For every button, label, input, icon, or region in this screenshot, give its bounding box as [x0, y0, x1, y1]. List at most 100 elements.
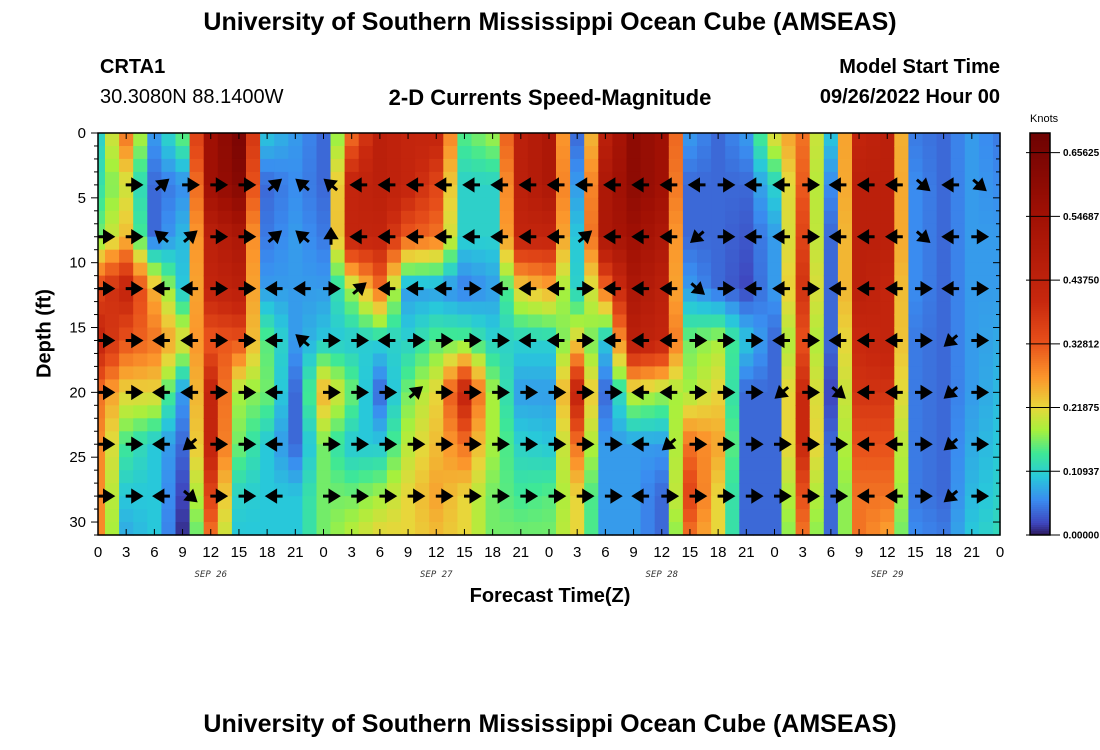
- heatmap-cell: [175, 405, 191, 419]
- heatmap-cell: [401, 340, 416, 355]
- current-arrow-icon: [828, 228, 847, 245]
- heatmap-cell: [837, 262, 853, 277]
- heatmap-cell: [598, 210, 613, 225]
- colorbar-segment: [1030, 443, 1050, 446]
- heatmap-cell: [189, 405, 205, 419]
- heatmap-cell: [584, 210, 599, 225]
- heatmap-cell: [725, 418, 740, 432]
- current-arrow-icon: [323, 488, 341, 504]
- heatmap-cell: [457, 522, 473, 536]
- heatmap-cell: [105, 158, 120, 173]
- heatmap-cell: [203, 184, 219, 199]
- heatmap-cell: [217, 522, 233, 536]
- colorbar-segment: [1030, 397, 1050, 400]
- heatmap-cell: [866, 236, 881, 251]
- colorbar-segment: [1030, 263, 1050, 266]
- current-arrow-icon: [828, 177, 847, 193]
- heatmap-cell: [880, 418, 895, 432]
- colorbar-segment: [1030, 301, 1050, 304]
- heatmap-cell: [443, 249, 458, 264]
- heatmap-cell: [499, 146, 515, 160]
- current-arrow-icon: [295, 334, 310, 349]
- heatmap-cell: [344, 483, 360, 497]
- heatmap-cell: [302, 353, 318, 368]
- current-arrow-icon: [943, 436, 959, 451]
- heatmap-cell: [682, 522, 698, 536]
- heatmap-cell: [443, 509, 458, 523]
- heatmap-cell: [753, 366, 769, 380]
- heatmap-cell: [415, 262, 430, 277]
- heatmap-cell: [894, 431, 909, 445]
- heatmap-cell: [795, 405, 811, 419]
- colorbar-segment: [1030, 227, 1050, 230]
- heatmap-cell: [161, 405, 177, 419]
- heatmap-cell: [711, 509, 726, 523]
- heatmap-cell: [246, 457, 261, 471]
- heatmap-cell: [993, 327, 1001, 342]
- heatmap-cell: [964, 133, 980, 147]
- heatmap-cell: [542, 418, 557, 432]
- heatmap-cell: [556, 470, 571, 484]
- heatmap-cell: [654, 133, 670, 147]
- heatmap-cell: [288, 366, 303, 380]
- heatmap-cell: [443, 288, 458, 303]
- current-arrow-icon: [830, 488, 849, 504]
- heatmap-cell: [993, 184, 1001, 199]
- heatmap-cell: [781, 236, 797, 251]
- heatmap-cell: [781, 262, 797, 277]
- current-arrow-icon: [941, 177, 960, 193]
- heatmap-cell: [640, 184, 656, 199]
- colorbar-segment: [1030, 247, 1050, 250]
- heatmap-cell: [978, 210, 994, 225]
- heatmap-cell: [203, 470, 219, 484]
- heatmap-cell: [542, 496, 557, 510]
- heatmap-cell: [457, 470, 473, 484]
- heatmap-cell: [457, 146, 473, 160]
- heatmap-cell: [401, 522, 416, 536]
- heatmap-cell: [260, 210, 275, 225]
- x-tick-label: 18: [710, 544, 727, 561]
- heatmap-cell: [922, 249, 938, 264]
- heatmap-cell: [457, 483, 473, 497]
- heatmap-cell: [316, 483, 332, 497]
- heatmap-cell: [964, 249, 980, 264]
- heatmap-cell: [274, 288, 289, 303]
- heatmap-cell: [626, 249, 642, 264]
- current-arrow-icon: [971, 280, 990, 297]
- current-arrow-icon: [407, 488, 426, 504]
- heatmap-cell: [767, 418, 783, 432]
- heatmap-cell: [697, 470, 712, 484]
- heatmap-cell: [217, 418, 233, 432]
- heatmap-cell: [654, 483, 670, 497]
- heatmap-cell: [993, 197, 1001, 212]
- heatmap-cell: [119, 223, 134, 238]
- heatmap-cell: [485, 405, 501, 419]
- heatmap-cell: [612, 522, 628, 536]
- heatmap-cell: [485, 301, 501, 316]
- heatmap-cell: [612, 327, 628, 342]
- current-arrow-icon: [490, 228, 509, 245]
- heatmap-cell: [217, 301, 233, 316]
- heatmap-cell: [936, 210, 952, 225]
- heatmap-cell: [866, 431, 881, 445]
- heatmap-cell: [415, 457, 430, 471]
- colorbar-segment: [1030, 437, 1050, 440]
- x-tick-label: 0: [94, 544, 102, 561]
- colorbar-segment: [1030, 257, 1050, 260]
- heatmap-cell: [527, 146, 543, 160]
- heatmap-cell: [668, 158, 684, 173]
- heatmap-cell: [161, 522, 177, 536]
- heatmap-cell: [288, 249, 303, 264]
- heatmap-cell: [119, 146, 134, 160]
- current-arrow-icon: [323, 226, 339, 245]
- heatmap-cell: [866, 158, 881, 173]
- heatmap-cell: [189, 146, 205, 160]
- heatmap-cell: [556, 158, 571, 173]
- heatmap-cell: [739, 431, 754, 445]
- heatmap-cell: [105, 184, 120, 199]
- colorbar-segment: [1030, 267, 1050, 270]
- heatmap-cell: [570, 444, 585, 458]
- heatmap-cell: [372, 496, 388, 510]
- colorbar-segment: [1030, 385, 1050, 388]
- heatmap-cell: [119, 522, 134, 536]
